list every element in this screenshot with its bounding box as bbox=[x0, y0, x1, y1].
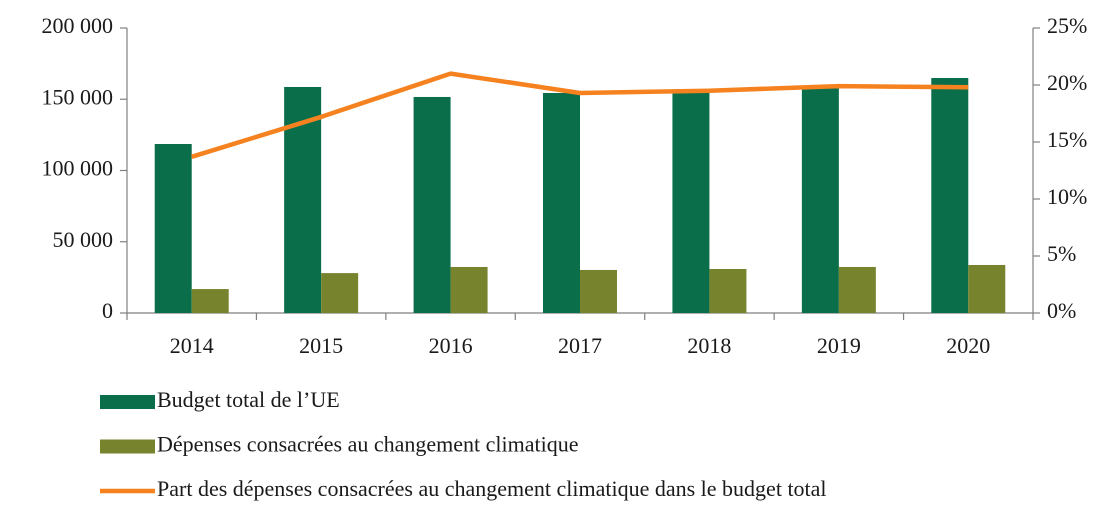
x-tick-label: 2018 bbox=[687, 333, 731, 358]
x-tick-label: 2020 bbox=[946, 333, 990, 358]
x-tick-label: 2017 bbox=[558, 333, 602, 358]
y2-tick-label: 10% bbox=[1047, 184, 1087, 209]
y-tick-label: 50 000 bbox=[53, 227, 114, 252]
y2-tick-label: 25% bbox=[1047, 13, 1087, 38]
bar bbox=[580, 269, 617, 313]
bar bbox=[191, 289, 229, 313]
bar bbox=[709, 268, 747, 313]
bar bbox=[801, 87, 839, 313]
bar bbox=[672, 92, 710, 313]
y2-tick-label: 15% bbox=[1047, 127, 1087, 152]
x-tick-label: 2019 bbox=[817, 333, 861, 358]
y-tick-label: 150 000 bbox=[42, 84, 114, 109]
bar bbox=[931, 78, 969, 313]
x-tick-label: 2015 bbox=[299, 333, 343, 358]
bar bbox=[543, 92, 580, 313]
legend-label: Part des dépenses consacrées au changeme… bbox=[157, 476, 827, 501]
bar bbox=[838, 266, 876, 313]
legend-swatch bbox=[100, 395, 155, 409]
bar bbox=[968, 264, 1006, 313]
bar bbox=[321, 273, 359, 313]
y2-tick-label: 0% bbox=[1047, 298, 1076, 323]
y-tick-label: 100 000 bbox=[42, 156, 114, 181]
y2-tick-label: 5% bbox=[1047, 241, 1076, 266]
y-tick-label: 0 bbox=[102, 298, 113, 323]
bar bbox=[450, 266, 488, 313]
line bbox=[191, 71, 969, 159]
x-tick-label: 2016 bbox=[429, 333, 473, 358]
bar bbox=[154, 143, 192, 313]
legend-label: Dépenses consacrées au changement climat… bbox=[157, 432, 578, 457]
bar bbox=[413, 96, 451, 313]
y2-tick-label: 20% bbox=[1047, 70, 1087, 95]
y-tick-label: 200 000 bbox=[42, 13, 114, 38]
legend-swatch bbox=[100, 439, 155, 454]
legend-label: Budget total de l’UE bbox=[157, 387, 340, 412]
x-tick-label: 2014 bbox=[170, 333, 214, 358]
